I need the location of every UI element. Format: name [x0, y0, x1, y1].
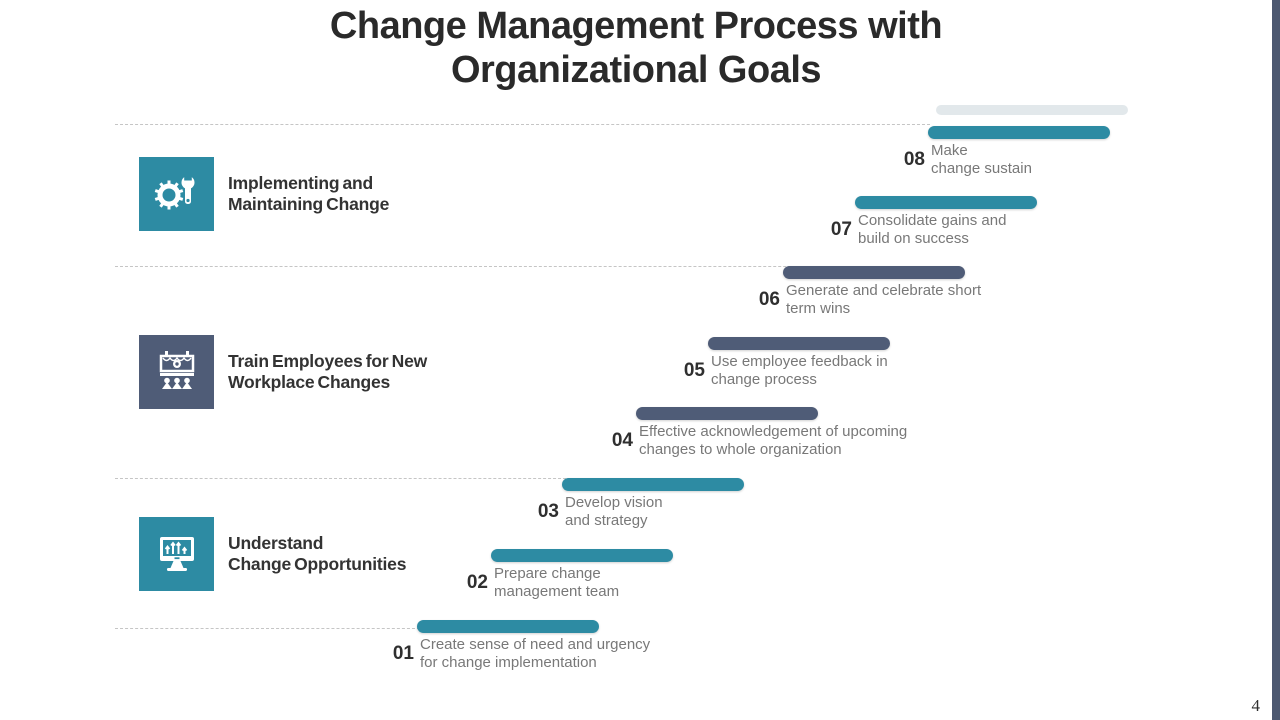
section-divider-line [115, 266, 856, 267]
page-number: 4 [1251, 696, 1261, 715]
growth-monitor-icon [139, 517, 214, 591]
ghost-step-bar [936, 105, 1128, 115]
step-bar [708, 337, 890, 350]
step-bar [636, 407, 818, 420]
step-bar [783, 266, 965, 279]
step-description: Develop vision and strategy [565, 494, 663, 529]
step-description: Prepare change management team [494, 565, 620, 600]
step-number: 01 [392, 643, 414, 664]
step-02: 02 Prepare change management team [446, 549, 673, 601]
step-bar [855, 196, 1037, 209]
step-number: 03 [537, 501, 559, 522]
step-number: 02 [466, 572, 488, 593]
section-divider-line [115, 628, 420, 629]
step-number: 08 [903, 149, 925, 170]
section-implementing-maintaining-change: Implementing and Maintaining Change [139, 157, 389, 231]
slide-edge-strip [1272, 0, 1280, 720]
step-03: 03 Develop vision and strategy [517, 478, 744, 530]
step-06: 06 Generate and celebrate short term win… [738, 266, 981, 318]
section-train-employees: Train Employees for New Workplace Change… [139, 335, 427, 409]
step-08: 08 Make change sustain [883, 126, 1110, 178]
page-title-line2: Organizational Goals [450, 49, 822, 91]
section-label: Implementing and Maintaining Change [228, 173, 390, 214]
step-description: Use employee feedback in change process [711, 353, 888, 388]
step-number: 04 [611, 430, 633, 451]
step-bar [928, 126, 1110, 139]
step-04: 04 Effective acknowledgement of upcoming… [591, 407, 907, 459]
step-description: Create sense of need and urgency for cha… [420, 636, 651, 671]
step-07: 07 Consolidate gains and build on succes… [810, 196, 1037, 248]
step-05: 05 Use employee feedback in change proce… [663, 337, 890, 389]
step-bar [417, 620, 599, 633]
step-01: 01 Create sense of need and urgency for … [372, 620, 650, 672]
step-number: 07 [830, 219, 852, 240]
step-number: 06 [758, 289, 780, 310]
section-understand-opportunities: Understand Change Opportunities [139, 517, 406, 591]
step-description: Consolidate gains and build on success [858, 212, 1007, 247]
section-label: Train Employees for New Workplace Change… [228, 351, 428, 392]
section-divider-line [115, 478, 566, 479]
page-title: Change Management Process with Organizat… [0, 4, 1272, 92]
step-description: Effective acknowledgement of upcoming ch… [639, 423, 908, 458]
section-divider-line [115, 124, 930, 125]
section-label: Understand Change Opportunities [228, 533, 407, 574]
gear-wrench-icon [139, 157, 214, 231]
step-number: 05 [683, 360, 705, 381]
page-title-line1: Change Management Process with [329, 5, 943, 47]
step-bar [491, 549, 673, 562]
step-description: Make change sustain [931, 142, 1032, 177]
step-bar [562, 478, 744, 491]
training-presentation-icon [139, 335, 214, 409]
step-description: Generate and celebrate short term wins [786, 282, 982, 317]
